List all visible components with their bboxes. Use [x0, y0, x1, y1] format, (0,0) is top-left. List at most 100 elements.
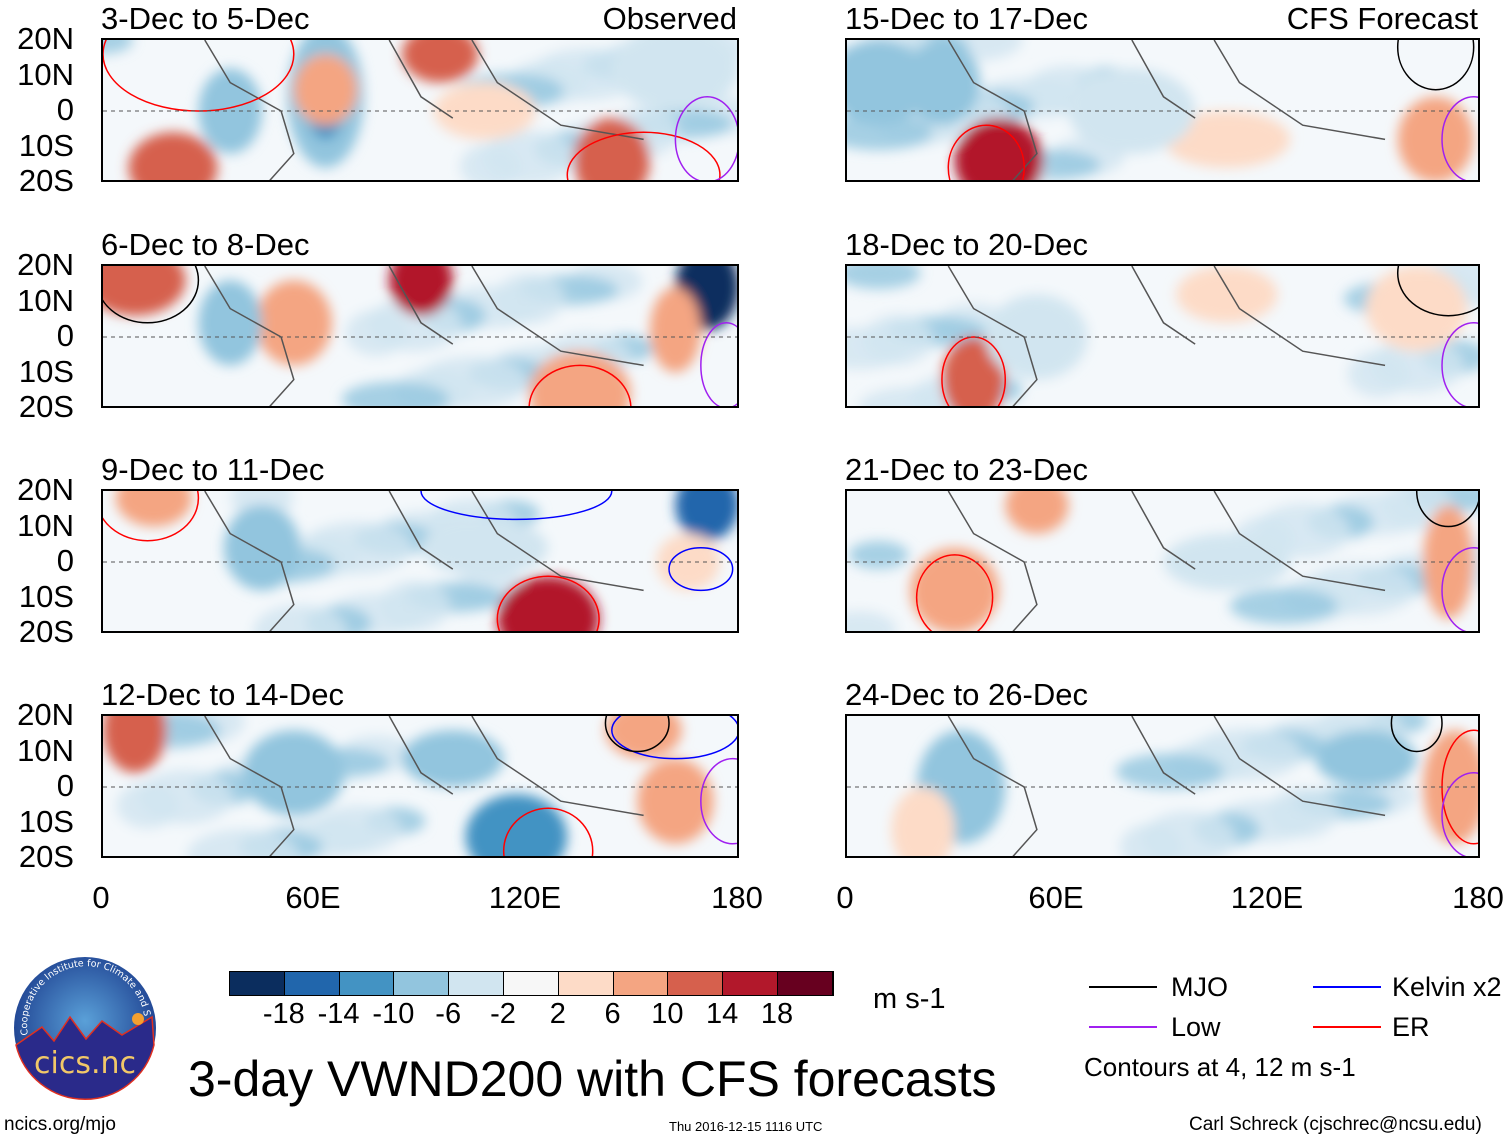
anomaly-area — [128, 132, 218, 180]
colorbar-swatch — [339, 972, 395, 995]
legend-line-er — [1313, 1026, 1381, 1028]
anomaly-area — [1315, 730, 1417, 787]
colorbar-units: m s-1 — [873, 983, 946, 1015]
panel-title: 18-Dec to 20-Dec — [845, 227, 1088, 262]
anomaly-area — [1119, 823, 1182, 856]
colorbar-swatch — [449, 972, 504, 995]
anomaly-area — [1229, 588, 1338, 625]
anomaly-area — [242, 730, 345, 816]
y-tick-label: 20N — [17, 21, 74, 56]
anomaly-area — [529, 351, 631, 406]
contour-line — [103, 40, 295, 112]
colorbar-swatch — [668, 972, 724, 995]
x-tick-label: 60E — [285, 880, 341, 915]
colorbar-label: 6 — [604, 998, 621, 1030]
y-tick-label: 20N — [17, 247, 74, 282]
contour-line — [604, 716, 670, 753]
colorbar — [229, 971, 834, 996]
y-tick-label: 10N — [17, 732, 74, 768]
anomaly-area — [903, 40, 980, 126]
anomaly-area — [401, 730, 504, 787]
anomaly-area — [1005, 491, 1069, 534]
contour-line — [700, 757, 737, 845]
anomaly-area — [1176, 266, 1278, 323]
anomaly-area — [389, 266, 453, 316]
colorbar-swatch — [723, 972, 778, 995]
colorbar-label: -6 — [435, 998, 462, 1030]
logo-text: cics.nc — [34, 1046, 136, 1081]
contour-line — [103, 266, 200, 324]
contour-line — [1390, 716, 1443, 753]
colorbar-swatch — [394, 972, 450, 995]
anomaly-area — [847, 327, 909, 370]
colorbar-label: 2 — [549, 998, 566, 1030]
anomaly-area — [847, 40, 930, 126]
anomaly-area — [1068, 68, 1196, 154]
map-panel — [845, 489, 1480, 633]
contour-line — [1441, 96, 1478, 180]
map-panel — [101, 714, 739, 858]
colorbar-swatch — [230, 972, 285, 995]
anomaly-area — [891, 787, 955, 856]
panel-title: 3-Dec to 5-Dec — [101, 1, 310, 36]
contour-line — [1396, 40, 1475, 91]
y-tick-label: 0 — [56, 768, 74, 803]
contour-line — [502, 807, 594, 856]
anomaly-area — [847, 611, 897, 631]
anomaly-area — [910, 547, 999, 631]
map-panel — [101, 489, 739, 633]
contour-line — [496, 575, 600, 631]
anomaly-area — [255, 280, 332, 366]
y-tick-label: 10S — [18, 353, 74, 389]
anomaly-area — [611, 40, 737, 111]
contour-line — [941, 336, 1006, 406]
panel-title: 12-Dec to 14-Dec — [101, 677, 344, 712]
contour-line — [611, 716, 737, 760]
footer-author: Carl Schreck (cjschrec@ncsu.edu) — [1189, 1114, 1482, 1135]
cics-logo: cics.nc Cooperative Institute for Climat… — [9, 947, 158, 1101]
panel-title: 21-Dec to 23-Dec — [845, 452, 1088, 487]
anomaly-area — [103, 266, 186, 316]
anomaly-area — [421, 519, 549, 577]
y-tick-label: 20S — [18, 839, 74, 874]
anomaly-area — [341, 381, 450, 406]
x-tick-label: 180 — [711, 880, 763, 915]
anomaly-area — [954, 118, 1044, 180]
colorbar-swatch — [558, 972, 614, 995]
anomaly-area — [1397, 96, 1474, 180]
x-tick-label: 120E — [1230, 880, 1304, 915]
colorbar-swatch — [613, 972, 669, 995]
colorbar-label: 10 — [651, 998, 684, 1030]
anomaly-area — [459, 143, 522, 180]
x-tick-label: 0 — [92, 880, 110, 915]
contour-line — [1396, 266, 1478, 317]
legend-line-mjo — [1089, 986, 1157, 988]
legend-line-low — [1089, 1026, 1157, 1028]
y-tick-label: 0 — [56, 92, 74, 127]
panel-tag: Observed — [602, 1, 737, 36]
legend-label: MJO — [1171, 972, 1228, 1002]
x-tick-label: 120E — [488, 880, 562, 915]
legend-label: Kelvin x2 — [1392, 972, 1502, 1002]
map-panel — [101, 38, 739, 182]
x-tick-label: 0 — [836, 880, 854, 915]
contour-note: Contours at 4, 12 m s-1 — [1084, 1052, 1356, 1082]
map-panel — [845, 38, 1480, 182]
y-tick-label: 10S — [18, 803, 74, 839]
figure-title: 3-day VWND200 with CFS forecasts — [188, 1051, 997, 1107]
colorbar-swatch — [503, 972, 559, 995]
panel-title: 15-Dec to 17-Dec — [845, 1, 1088, 36]
legend-label: Low — [1171, 1012, 1221, 1042]
y-tick-label: 10S — [18, 578, 74, 614]
footer-link[interactable]: ncics.org/mjo — [4, 1114, 116, 1135]
colorbar-label: -18 — [262, 998, 305, 1030]
contour-line — [947, 124, 1025, 180]
anomaly-area — [637, 758, 714, 844]
anomaly-area — [401, 40, 479, 83]
anomaly-area — [198, 68, 262, 154]
colorbar-label: 14 — [706, 998, 739, 1030]
contour-line — [1441, 322, 1478, 406]
y-tick-label: 20S — [18, 163, 74, 198]
contour-line — [420, 491, 613, 521]
